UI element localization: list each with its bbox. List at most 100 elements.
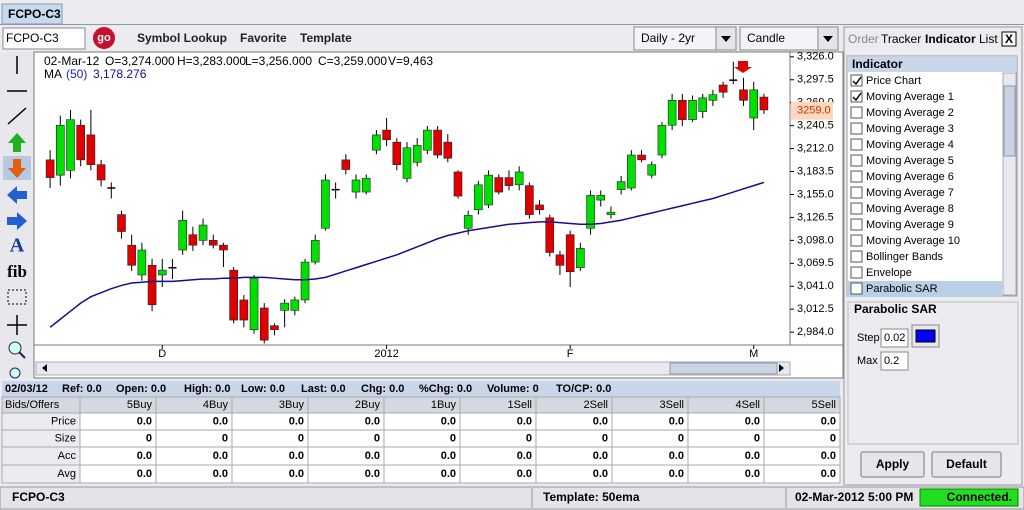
- indicator-label[interactable]: Price Chart: [866, 75, 921, 87]
- checkmark: [852, 76, 862, 86]
- button-label[interactable]: Default: [946, 457, 987, 471]
- candle-body: [749, 89, 759, 119]
- checkbox[interactable]: [850, 282, 863, 295]
- color-swatch: [915, 329, 936, 343]
- button[interactable]: [931, 451, 1002, 478]
- checkbox[interactable]: [850, 154, 863, 167]
- checkbox[interactable]: [850, 250, 863, 263]
- tool-left-arrow[interactable]: [7, 186, 27, 204]
- settings-box: [847, 301, 1019, 445]
- indicator-label[interactable]: Moving Average 3: [866, 123, 954, 135]
- cell-text: 0.0: [821, 415, 836, 427]
- tool-zoom-out[interactable]: [9, 367, 21, 379]
- panel-tab[interactable]: Tracker: [881, 32, 921, 46]
- panel-tab[interactable]: Indicator: [925, 32, 976, 46]
- period-text[interactable]: Daily - 2yr: [641, 31, 695, 45]
- checkbox[interactable]: [850, 90, 863, 103]
- style-text[interactable]: Candle: [747, 31, 785, 45]
- indicator-label[interactable]: Parabolic SAR: [866, 283, 938, 295]
- menu-item[interactable]: Template: [300, 31, 352, 45]
- tool-trend[interactable]: [7, 107, 27, 125]
- tool-zoom[interactable]: [8, 341, 22, 355]
- list-thumb[interactable]: [1003, 85, 1016, 157]
- cell: [383, 429, 461, 448]
- scrollbar[interactable]: [35, 361, 791, 376]
- y-tick-label: 2,984.0: [797, 326, 834, 338]
- tool-fib[interactable]: fib: [7, 262, 27, 281]
- indicator-label[interactable]: Moving Average 5: [866, 155, 954, 167]
- quote-field: TO/CP: 0.0: [556, 383, 611, 395]
- close-label[interactable]: X: [1005, 32, 1013, 46]
- close-box[interactable]: [1001, 31, 1017, 47]
- checkbox[interactable]: [850, 234, 863, 247]
- indicator-label[interactable]: Moving Average 6: [866, 171, 954, 183]
- checkbox[interactable]: [850, 202, 863, 215]
- tool-down-arrow[interactable]: [8, 159, 26, 178]
- panel-tab[interactable]: Order: [848, 32, 879, 46]
- connection-status: Connected.: [947, 490, 1012, 504]
- checkbox[interactable]: [850, 74, 863, 87]
- cell-text: Avg: [57, 468, 76, 480]
- checkbox[interactable]: [850, 266, 863, 279]
- tool-text[interactable]: A: [10, 235, 25, 257]
- max-input[interactable]: [880, 351, 909, 371]
- button[interactable]: [860, 451, 925, 478]
- indicator-label[interactable]: Moving Average 10: [866, 235, 960, 247]
- status-bar: [0, 486, 1024, 510]
- scroll-thumb[interactable]: [669, 362, 778, 375]
- checkbox[interactable]: [850, 138, 863, 151]
- cell: [611, 429, 689, 448]
- tool-cross[interactable]: [7, 315, 27, 335]
- checkbox[interactable]: [850, 106, 863, 119]
- step-value[interactable]: 0.02: [884, 332, 905, 344]
- status-symbol: FCPO-C3: [12, 490, 65, 504]
- candle-body: [66, 119, 75, 171]
- header-text: 1Buy: [431, 399, 457, 411]
- indicator-label[interactable]: Envelope: [866, 267, 912, 279]
- menu-item[interactable]: Symbol Lookup: [137, 31, 227, 45]
- tool-up-arrow[interactable]: [8, 133, 26, 152]
- ohlc-info: L=3,256.000: [245, 54, 312, 68]
- indicator-label[interactable]: Moving Average 7: [866, 187, 954, 199]
- max-value[interactable]: 0.2: [884, 355, 899, 367]
- go-button[interactable]: [93, 27, 115, 49]
- cell-text: 0.0: [821, 450, 836, 462]
- panel-tab[interactable]: List: [979, 32, 998, 46]
- indicator-label[interactable]: Moving Average 2: [866, 107, 954, 119]
- ma-info: 3,178.276: [93, 67, 147, 81]
- indicator-label[interactable]: Moving Average 9: [866, 219, 954, 231]
- candle-body: [86, 134, 96, 165]
- quote-group: 02/03/12 Ref: 0.0 Open: 0.0 High: 0.0 Low: 0…: [5, 383, 611, 395]
- indicator-label[interactable]: Moving Average 8: [866, 203, 954, 215]
- indicator-label[interactable]: Moving Average 1: [866, 91, 954, 103]
- arrow-icon: [721, 36, 731, 42]
- symbol-input[interactable]: [2, 27, 86, 50]
- checkbox[interactable]: [850, 170, 863, 183]
- indicator-label[interactable]: Moving Average 4: [866, 139, 954, 151]
- menu-item[interactable]: Favorite: [240, 31, 287, 45]
- checkbox[interactable]: [850, 122, 863, 135]
- tool-select[interactable]: [7, 289, 27, 305]
- cell-text: 0: [222, 432, 228, 444]
- go-label[interactable]: go: [97, 32, 111, 44]
- candle-body: [351, 179, 361, 193]
- button-label[interactable]: Apply: [876, 457, 910, 471]
- header-text: 3Buy: [279, 399, 305, 411]
- symbol-text[interactable]: FCPO-C3: [6, 31, 59, 45]
- checkbox[interactable]: [850, 218, 863, 231]
- cell-text: 0.0: [289, 468, 304, 480]
- step-input[interactable]: [880, 328, 909, 348]
- ohlc-info: V=9,463: [388, 54, 433, 68]
- cell-text: 0.0: [821, 468, 836, 480]
- checkbox[interactable]: [850, 186, 863, 199]
- cell-text: 0.0: [441, 450, 456, 462]
- cell-text: 0.0: [593, 450, 608, 462]
- header-text: 3Sell: [660, 399, 684, 411]
- tab-label[interactable]: FCPO-C3: [8, 7, 61, 21]
- y-tick-label: 3,041.0: [797, 280, 834, 292]
- cell: [307, 429, 385, 448]
- tool-right-arrow[interactable]: [7, 212, 27, 230]
- status-template: Template: 50ema: [543, 490, 640, 504]
- indicator-label[interactable]: Bollinger Bands: [866, 251, 944, 263]
